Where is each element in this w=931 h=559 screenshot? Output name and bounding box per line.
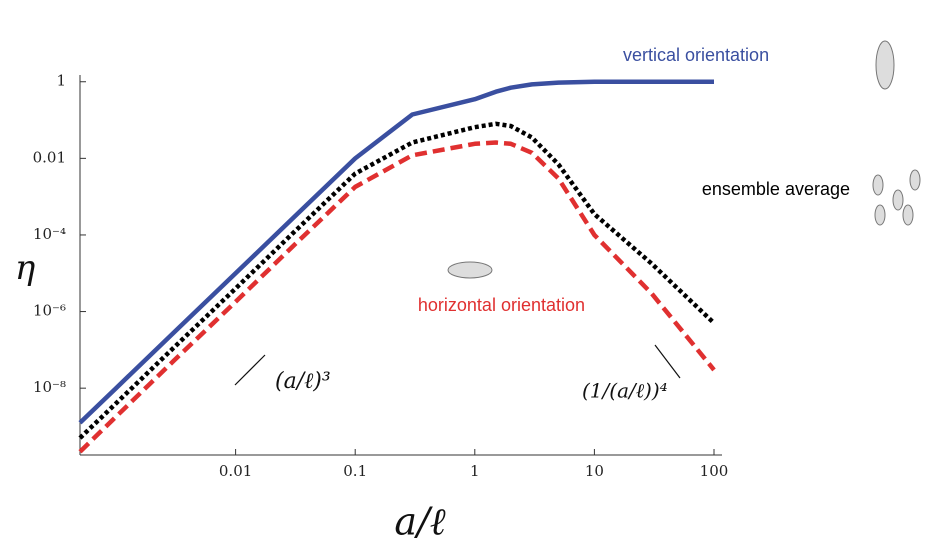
slope-guide xyxy=(234,354,266,386)
series-label: ensemble average xyxy=(702,179,850,199)
slope-guide xyxy=(654,344,681,379)
y-tick-label: 1 xyxy=(56,72,66,90)
series-label: horizontal orientation xyxy=(418,295,585,315)
y-tick-label: 10⁻⁸ xyxy=(33,378,66,396)
slope-annotation: (a/ℓ)³ xyxy=(275,369,331,394)
x-tick-label: 0.1 xyxy=(343,462,367,480)
x-tick-label: 0.01 xyxy=(219,462,252,480)
y-tick-label: 10⁻⁴ xyxy=(33,225,66,243)
y-tick-label: 0.01 xyxy=(33,148,66,166)
series-line xyxy=(78,140,716,454)
organism-icon xyxy=(447,40,921,279)
series-label: vertical orientation xyxy=(623,45,769,65)
series-line xyxy=(78,79,714,425)
y-tick-label: 10⁻⁶ xyxy=(33,302,66,320)
x-axis-label: a/ℓ xyxy=(394,500,445,544)
slope-annotation: (1/(a/ℓ))⁴ xyxy=(582,379,668,403)
y-axis-label: η xyxy=(15,248,36,288)
x-tick-label: 1 xyxy=(470,462,480,480)
x-tick-label: 10 xyxy=(585,462,604,480)
x-tick-label: 100 xyxy=(700,462,729,480)
